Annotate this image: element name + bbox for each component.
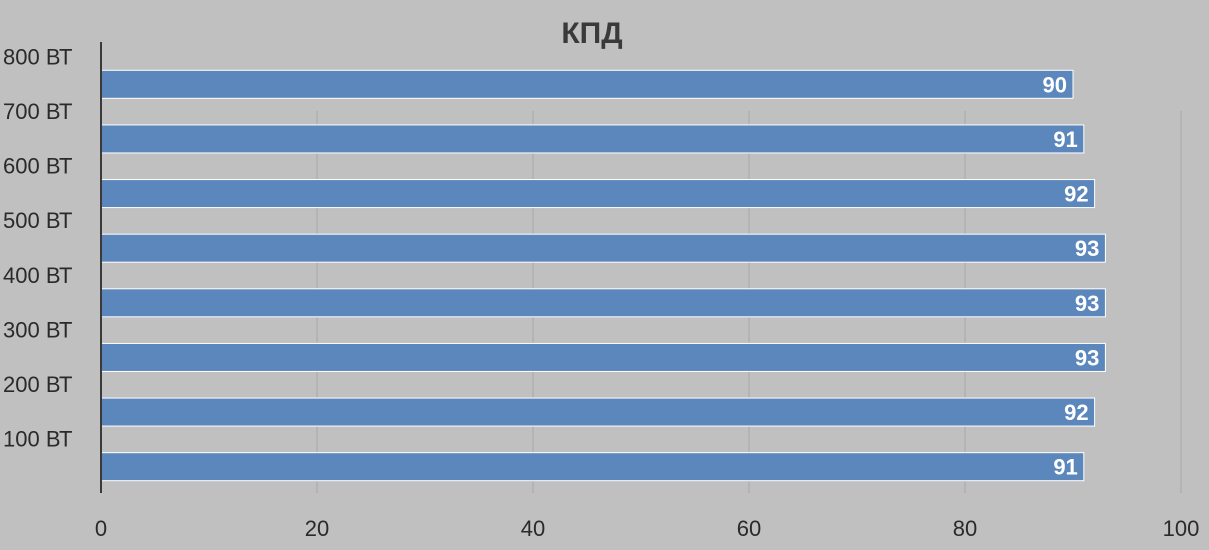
data-label-1: 91 xyxy=(1053,127,1077,152)
category-label-4: 400 ВТ xyxy=(3,263,72,288)
data-label-0: 90 xyxy=(1043,72,1067,97)
category-label-1: 700 ВТ xyxy=(3,99,72,124)
bar-2 xyxy=(100,179,1096,209)
data-label-7: 91 xyxy=(1053,455,1077,480)
labels: 90 800 ВТ 91 700 ВТ 92 600 ВТ 93 500 ВТ 93 400 ВТ… xyxy=(3,44,1199,541)
data-label-5: 93 xyxy=(1075,345,1099,370)
x-tick-label-40: 40 xyxy=(521,516,545,541)
bar-6 xyxy=(100,397,1096,427)
x-tick-label-20: 20 xyxy=(305,516,329,541)
x-tick-label-0: 0 xyxy=(95,516,107,541)
x-tick-label-60: 60 xyxy=(737,516,761,541)
bars xyxy=(100,69,1106,482)
category-label-5: 300 ВТ xyxy=(3,317,72,342)
category-label-2: 600 ВТ xyxy=(3,154,72,179)
bar-3 xyxy=(100,233,1106,263)
category-label-3: 500 ВТ xyxy=(3,208,72,233)
x-tick-label-100: 100 xyxy=(1163,516,1200,541)
category-label-6: 200 ВТ xyxy=(3,372,72,397)
x-tick-label-80: 80 xyxy=(953,516,977,541)
bar-7 xyxy=(100,452,1085,482)
category-label-7: 100 ВТ xyxy=(3,427,72,452)
bar-0 xyxy=(100,69,1074,99)
data-label-6: 92 xyxy=(1064,400,1088,425)
bar-5 xyxy=(100,342,1106,372)
data-label-3: 93 xyxy=(1075,236,1099,261)
data-label-4: 93 xyxy=(1075,291,1099,316)
data-label-2: 92 xyxy=(1064,182,1088,207)
bar-1 xyxy=(100,124,1085,154)
chart-title: КПД xyxy=(561,17,622,50)
bar-4 xyxy=(100,288,1106,318)
category-label-0: 800 ВТ xyxy=(3,44,72,69)
